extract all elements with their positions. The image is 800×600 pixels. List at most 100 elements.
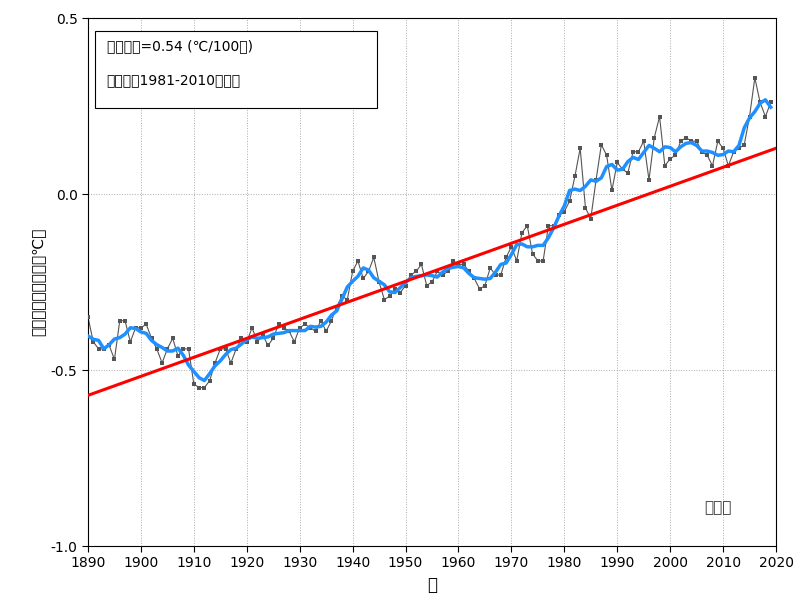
Point <box>256 330 269 340</box>
Point <box>288 337 301 347</box>
Point <box>230 344 242 353</box>
Point <box>166 334 179 343</box>
Point <box>733 143 746 153</box>
FancyBboxPatch shape <box>95 31 377 108</box>
Point <box>171 351 184 361</box>
Point <box>484 263 497 273</box>
Point <box>600 151 613 160</box>
Point <box>759 112 772 121</box>
Point <box>383 291 396 301</box>
Point <box>108 355 121 364</box>
Point <box>124 337 137 347</box>
Point <box>685 136 698 146</box>
Point <box>193 383 206 392</box>
Point <box>515 228 528 238</box>
Point <box>653 112 666 121</box>
Point <box>494 270 507 280</box>
Point <box>246 323 258 332</box>
Point <box>489 270 502 280</box>
Point <box>584 214 597 223</box>
Point <box>198 383 211 392</box>
Point <box>150 344 163 353</box>
Point <box>156 358 169 368</box>
Point <box>452 260 465 269</box>
Point <box>680 133 693 142</box>
Point <box>569 172 582 181</box>
Point <box>399 281 412 290</box>
Point <box>626 147 639 157</box>
Point <box>134 323 147 332</box>
Point <box>542 221 555 230</box>
Point <box>558 207 570 217</box>
Point <box>341 295 354 304</box>
Point <box>648 133 661 142</box>
Point <box>362 266 375 276</box>
Point <box>320 326 333 336</box>
Point <box>664 154 677 164</box>
Point <box>298 319 311 329</box>
Point <box>118 316 131 326</box>
Point <box>669 151 682 160</box>
Point <box>240 337 253 347</box>
Point <box>521 221 534 230</box>
Point <box>304 323 317 332</box>
Point <box>478 281 491 290</box>
Point <box>98 344 110 353</box>
Point <box>505 242 518 251</box>
Point <box>526 249 539 259</box>
Point <box>500 253 513 262</box>
Point <box>695 147 708 157</box>
Point <box>272 319 285 329</box>
Point <box>706 161 719 170</box>
Point <box>102 341 115 350</box>
Point <box>590 175 602 185</box>
Point <box>642 175 655 185</box>
Point <box>436 270 449 280</box>
Point <box>611 158 624 167</box>
Text: 気象庁: 気象庁 <box>704 500 731 515</box>
Point <box>415 260 428 269</box>
Point <box>510 256 523 266</box>
Point <box>474 284 486 294</box>
Point <box>330 302 343 311</box>
Point <box>87 337 100 347</box>
Point <box>182 344 195 353</box>
Point <box>738 140 750 149</box>
Point <box>531 256 544 266</box>
Point <box>294 323 306 332</box>
Point <box>622 168 634 178</box>
Point <box>346 266 359 276</box>
Point <box>462 266 475 276</box>
Point <box>420 281 433 290</box>
Point <box>701 151 714 160</box>
Point <box>278 323 290 332</box>
Point <box>442 266 454 276</box>
Point <box>177 344 190 353</box>
Point <box>203 376 216 385</box>
Point <box>446 256 459 266</box>
Point <box>373 277 386 287</box>
Point <box>690 136 703 146</box>
Point <box>140 319 153 329</box>
Point <box>214 344 226 353</box>
Point <box>458 260 470 269</box>
Point <box>764 98 777 107</box>
Point <box>722 161 734 170</box>
Point <box>711 136 724 146</box>
Point <box>606 185 618 195</box>
Point <box>114 316 126 326</box>
Point <box>367 253 380 262</box>
X-axis label: 年: 年 <box>427 576 437 594</box>
Point <box>282 326 295 336</box>
Point <box>351 256 364 266</box>
Point <box>219 344 232 353</box>
Point <box>717 143 730 153</box>
Point <box>579 203 592 213</box>
Point <box>754 98 766 107</box>
Point <box>405 270 418 280</box>
Point <box>267 334 280 343</box>
Point <box>553 211 566 220</box>
Point <box>638 136 650 146</box>
Point <box>394 288 406 298</box>
Point <box>431 266 444 276</box>
